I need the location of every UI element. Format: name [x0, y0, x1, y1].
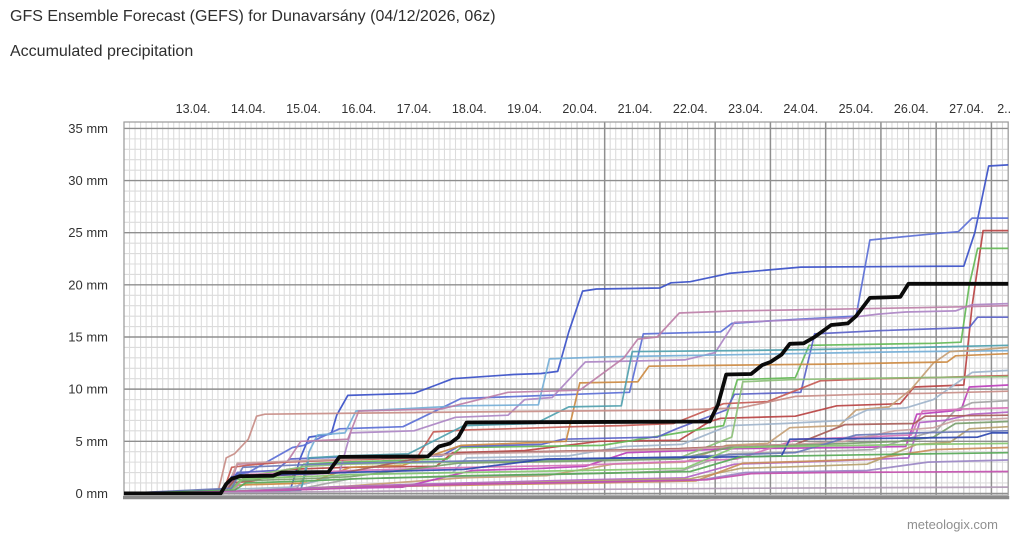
x-axis-label: 20.04.	[562, 102, 597, 116]
ensemble-member-line-28	[124, 451, 1009, 495]
ensemble-member-line-14	[124, 384, 1009, 495]
ensemble-member-line-5	[124, 302, 1009, 495]
x-axis-label: 27.04.	[949, 102, 984, 116]
y-axis-label: 15 mm	[68, 329, 108, 344]
ensemble-member-line-26	[124, 442, 1009, 495]
y-axis-label: 0 mm	[76, 486, 109, 501]
ensemble-member-line-9	[124, 352, 1009, 495]
x-axis-label: 23.04.	[728, 102, 763, 116]
y-axis-label: 25 mm	[68, 225, 108, 240]
x-axis-label: 14.04.	[231, 102, 266, 116]
watermark-meteologix: meteologix.com	[906, 517, 998, 532]
x-axis-label: 19.04.	[507, 102, 542, 116]
ensemble-member-line-15	[124, 390, 1009, 495]
x-axis-label: 21.04.	[618, 102, 653, 116]
page-title: GFS Ensemble Forecast (GEFS) for Dunavar…	[10, 8, 496, 25]
plot-border	[123, 121, 1010, 500]
grid-minor	[123, 122, 1009, 496]
x-axis-label: 16.04.	[341, 102, 376, 116]
ensemble-member-line-13	[124, 344, 1009, 495]
y-axis-label: 35 mm	[68, 121, 108, 136]
ensemble-member-line-19	[124, 411, 1009, 495]
y-axis-labels: 35 mm 30 mm 25 mm 20 mm 15 mm 10 mm 5 mm 0 mm	[68, 121, 108, 501]
x-axis-label: 22.04.	[673, 102, 708, 116]
x-axis-label: 13.04.	[176, 102, 211, 116]
x-axis-label: 18.04.	[452, 102, 487, 116]
ensemble-member-line-21	[124, 417, 1009, 495]
ensemble-member-line-7	[124, 349, 1009, 495]
x-axis-label: 17.04.	[397, 102, 432, 116]
x-axis-label: 24.04.	[783, 102, 818, 116]
x-axis-label: 26.04.	[894, 102, 929, 116]
y-axis-label: 20 mm	[68, 277, 108, 292]
ensemble-member-line-10	[124, 304, 1009, 495]
y-axis-label: 10 mm	[68, 382, 108, 397]
x-axis-label: 2..	[997, 102, 1011, 116]
y-axis-label: 30 mm	[68, 173, 108, 188]
ensemble-member-line-30	[124, 470, 1009, 495]
x-axis-label: 15.04.	[286, 102, 321, 116]
ensemble-member-line-31	[124, 486, 1009, 495]
x-axis-labels: 13.04. 14.04. 15.04. 16.04. 17.04. 18.04. 19.0…	[176, 102, 1011, 116]
y-axis-label: 5 mm	[76, 434, 109, 449]
page-subtitle: Accumulated precipitation	[10, 43, 194, 60]
ensemble-mean-polyline	[124, 281, 1009, 496]
ensemble-member-line-2	[124, 217, 1009, 495]
ensemble-member-line-6	[124, 316, 1009, 495]
x-axis-label: 25.04.	[839, 102, 874, 116]
ensemble-mean-line	[124, 281, 1009, 496]
